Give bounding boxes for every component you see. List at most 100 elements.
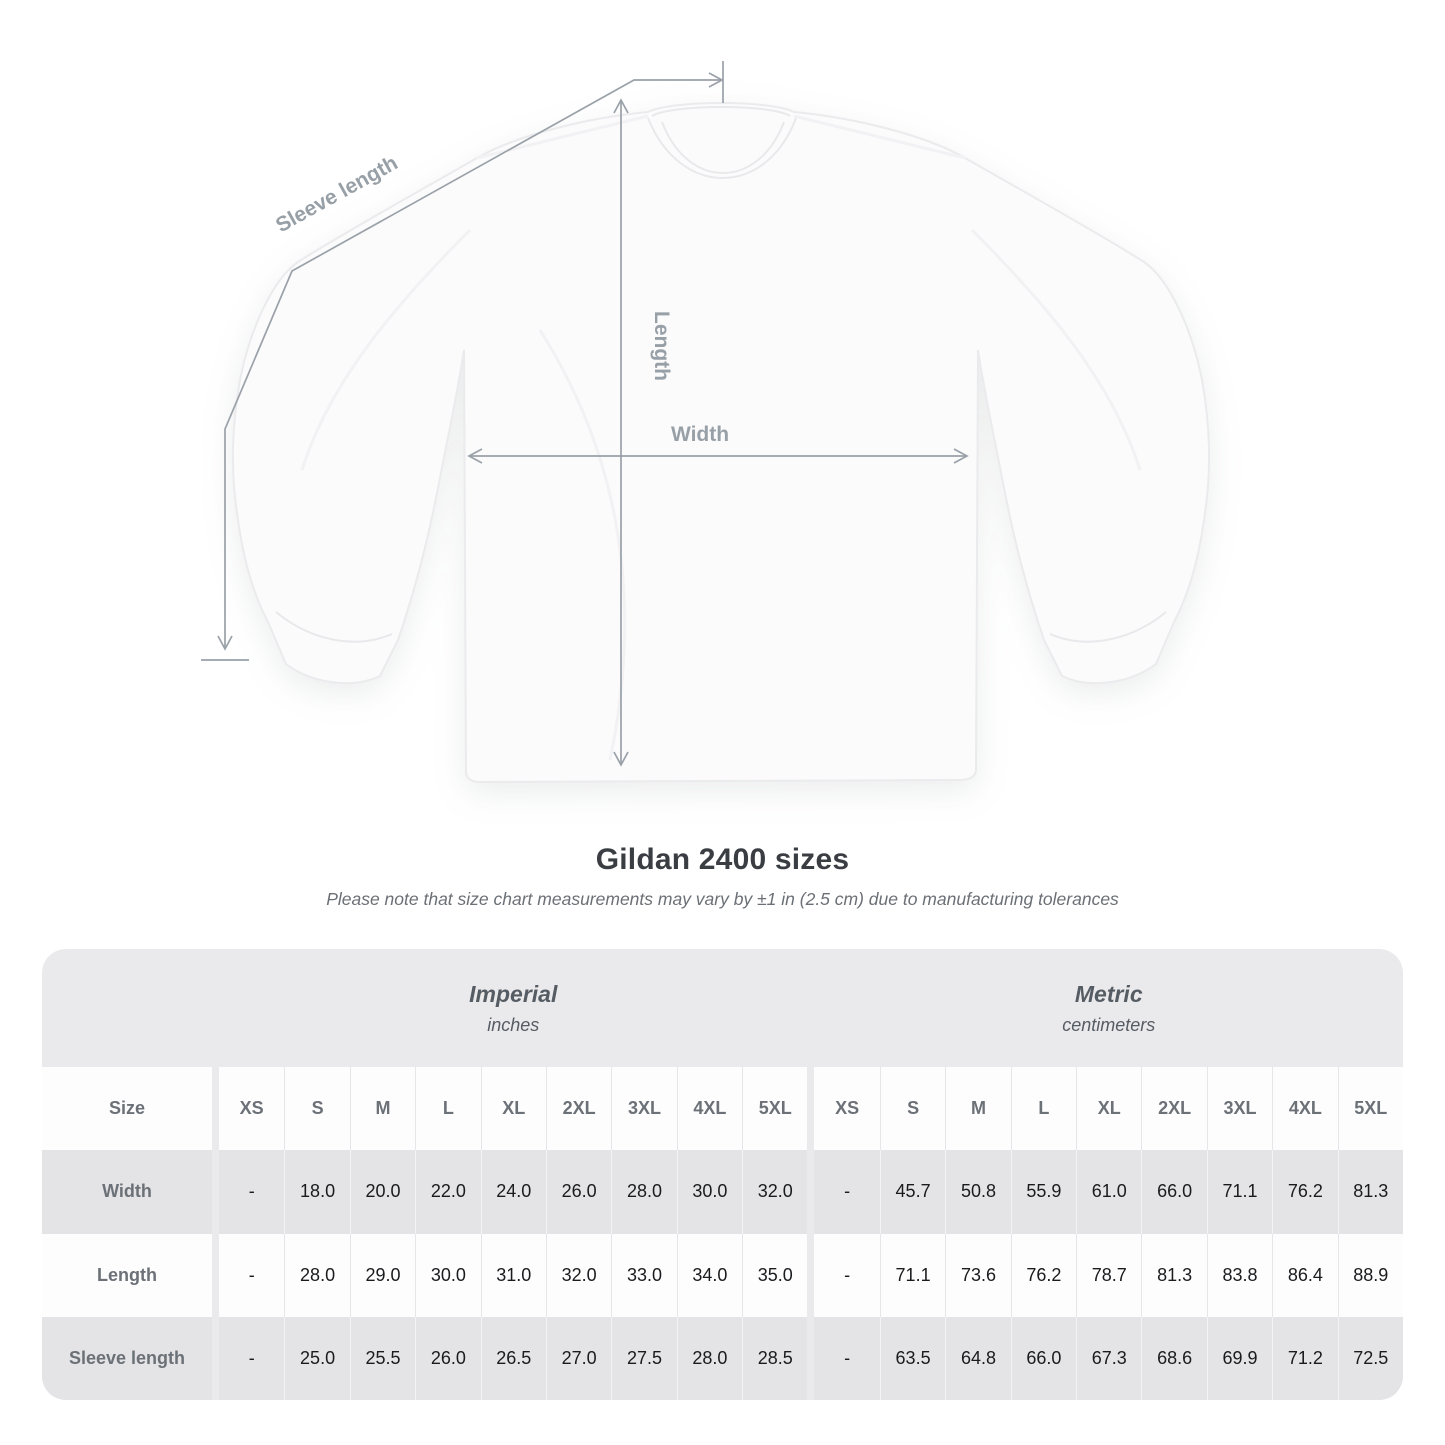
value-cell: 28.0 bbox=[284, 1233, 350, 1317]
value-cell: 50.8 bbox=[945, 1150, 1011, 1234]
sleeve-crease-left bbox=[300, 228, 472, 471]
value-cell: 66.0 bbox=[1010, 1316, 1077, 1400]
length-label: Length bbox=[650, 311, 673, 381]
size-header: XS bbox=[814, 1067, 880, 1151]
size-header: L bbox=[415, 1067, 481, 1151]
value-cell: 27.0 bbox=[545, 1316, 612, 1400]
column-divider bbox=[807, 1234, 814, 1317]
size-header: 4XL bbox=[1272, 1067, 1338, 1151]
size-column-header: Size bbox=[42, 1067, 212, 1151]
table-group-header-row: Imperial inches Metric centimeters bbox=[42, 949, 1403, 1067]
size-header: 3XL bbox=[1206, 1067, 1273, 1151]
size-header: 3XL bbox=[611, 1067, 677, 1151]
metric-units: centimeters bbox=[1062, 1014, 1156, 1035]
value-cell: 20.0 bbox=[349, 1150, 416, 1234]
width-arrow: Width bbox=[467, 423, 969, 464]
value-cell: 28.0 bbox=[676, 1316, 743, 1400]
column-divider bbox=[212, 949, 219, 1067]
arrowhead-down bbox=[217, 635, 233, 651]
page-subtitle: Please note that size chart measurements… bbox=[326, 889, 1119, 909]
value-cell: 88.9 bbox=[1337, 1233, 1403, 1317]
cuff-right bbox=[1049, 611, 1167, 643]
size-header: 5XL bbox=[1337, 1067, 1403, 1151]
value-cell: - bbox=[219, 1150, 285, 1234]
collar-back-line bbox=[651, 106, 791, 117]
value-cell: 26.0 bbox=[545, 1150, 612, 1234]
shirt-measurement-diagram: Sleeve length Length Width bbox=[201, 61, 1211, 784]
size-header: 4XL bbox=[676, 1067, 743, 1151]
value-cell: 35.0 bbox=[742, 1233, 808, 1317]
metric-group-header: Metric centimeters bbox=[815, 949, 1404, 1067]
column-divider bbox=[807, 1067, 814, 1150]
value-cell: 76.2 bbox=[1272, 1150, 1338, 1234]
value-cell: 71.1 bbox=[879, 1233, 946, 1317]
arrowhead-left bbox=[467, 448, 483, 464]
value-cell: - bbox=[814, 1316, 880, 1400]
arrowhead-right bbox=[708, 72, 724, 88]
size-header: XL bbox=[480, 1067, 546, 1151]
value-cell: 71.2 bbox=[1272, 1316, 1338, 1400]
value-cell: 26.0 bbox=[415, 1316, 481, 1400]
collar-band bbox=[661, 121, 785, 174]
size-header: 5XL bbox=[742, 1067, 808, 1151]
size-header: 2XL bbox=[1141, 1067, 1207, 1151]
value-cell: 18.0 bbox=[284, 1150, 350, 1234]
page-title: Gildan 2400 sizes bbox=[595, 843, 850, 876]
value-cell: 86.4 bbox=[1272, 1233, 1338, 1317]
column-divider bbox=[212, 1150, 219, 1233]
value-cell: - bbox=[219, 1316, 285, 1400]
cuff-left bbox=[275, 611, 393, 643]
column-divider bbox=[807, 1317, 814, 1400]
value-cell: 45.7 bbox=[879, 1150, 946, 1234]
value-cell: 63.5 bbox=[879, 1316, 946, 1400]
value-cell: 25.5 bbox=[349, 1316, 416, 1400]
value-cell: - bbox=[814, 1150, 880, 1234]
sleeve-crease-right bbox=[970, 228, 1142, 471]
value-cell: 64.8 bbox=[945, 1316, 1011, 1400]
size-table: Imperial inches Metric centimeters Size … bbox=[42, 949, 1403, 1400]
metric-label: Metric bbox=[1074, 980, 1143, 1007]
arrowhead-right bbox=[953, 448, 969, 464]
size-header: M bbox=[945, 1067, 1011, 1151]
value-cell: 71.1 bbox=[1206, 1150, 1273, 1234]
arrowhead-up bbox=[613, 98, 629, 114]
value-cell: 32.0 bbox=[742, 1150, 808, 1234]
column-divider bbox=[808, 949, 815, 1067]
size-header: XS bbox=[219, 1067, 285, 1151]
size-header: S bbox=[879, 1067, 946, 1151]
corner-cell bbox=[42, 949, 212, 1067]
table-size-header-row: Size XS S M L XL 2XL 3XL 4XL 5XL XS S M … bbox=[42, 1067, 1403, 1151]
shirt-silhouette bbox=[231, 102, 1211, 784]
value-cell: 67.3 bbox=[1076, 1316, 1142, 1400]
imperial-label: Imperial bbox=[469, 980, 558, 1007]
value-cell: - bbox=[814, 1233, 880, 1317]
value-cell: 27.5 bbox=[611, 1316, 677, 1400]
value-cell: 69.9 bbox=[1206, 1316, 1273, 1400]
row-label: Width bbox=[42, 1150, 212, 1234]
value-cell: 28.0 bbox=[611, 1150, 677, 1234]
value-cell: 24.0 bbox=[480, 1150, 546, 1234]
value-cell: 30.0 bbox=[415, 1233, 481, 1317]
size-header: L bbox=[1010, 1067, 1077, 1151]
column-divider bbox=[212, 1067, 219, 1150]
value-cell: 31.0 bbox=[480, 1233, 546, 1317]
imperial-units: inches bbox=[487, 1014, 540, 1035]
value-cell: 55.9 bbox=[1010, 1150, 1077, 1234]
length-arrow: Length bbox=[613, 98, 673, 767]
collar-opening bbox=[647, 117, 797, 179]
value-cell: 34.0 bbox=[676, 1233, 743, 1317]
value-cell: 83.8 bbox=[1206, 1233, 1273, 1317]
value-cell: 81.3 bbox=[1337, 1150, 1403, 1234]
value-cell: - bbox=[219, 1233, 285, 1317]
table-row-sleeve-length: Sleeve length - 25.0 25.5 26.0 26.5 27.0… bbox=[42, 1316, 1403, 1400]
value-cell: 61.0 bbox=[1076, 1150, 1142, 1234]
value-cell: 32.0 bbox=[545, 1233, 612, 1317]
size-header: XL bbox=[1076, 1067, 1142, 1151]
row-label: Sleeve length bbox=[42, 1316, 212, 1400]
size-header: S bbox=[284, 1067, 350, 1151]
value-cell: 76.2 bbox=[1010, 1233, 1077, 1317]
width-label: Width bbox=[671, 423, 729, 446]
column-divider bbox=[212, 1234, 219, 1317]
value-cell: 33.0 bbox=[611, 1233, 677, 1317]
